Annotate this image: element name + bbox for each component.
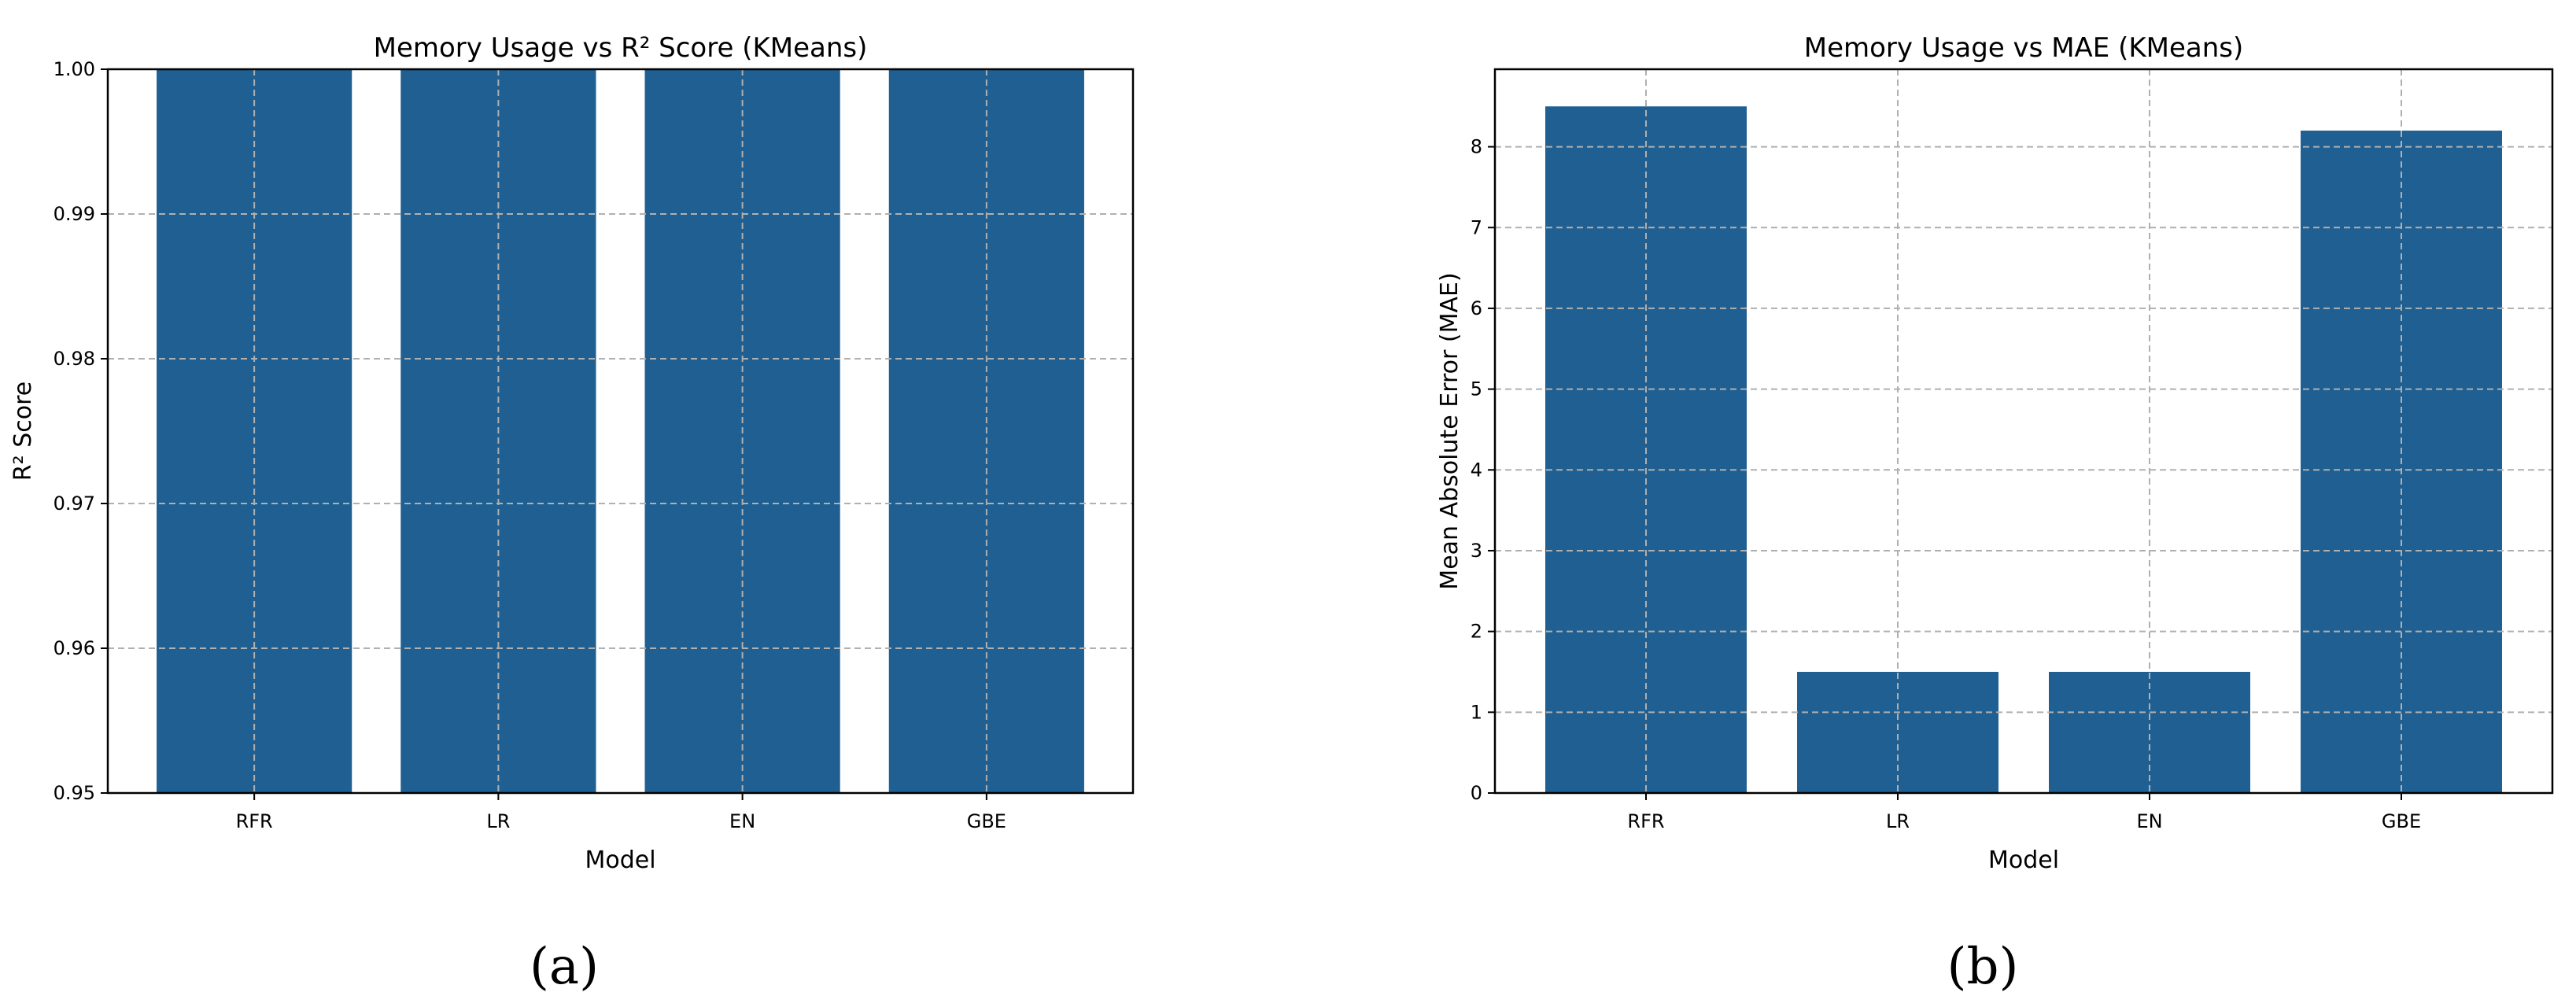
- y-tick-label: 0.96: [54, 637, 95, 659]
- chart-b-x-axis-label: Model: [1988, 847, 2059, 874]
- axes-frame: [106, 68, 1135, 795]
- y-tick-label: 4: [1471, 459, 1482, 481]
- chart-b-y-axis-label: Mean Absolute Error (MAE): [1436, 272, 1463, 589]
- caption-a: (a): [530, 938, 599, 996]
- y-tick-label: 1.00: [54, 58, 95, 80]
- axes-frame: [1493, 68, 2554, 795]
- y-tick-label: 6: [1471, 297, 1482, 319]
- y-tick-label: 8: [1471, 136, 1482, 158]
- y-tick-label: 0.97: [54, 492, 95, 515]
- bars: [157, 69, 1084, 793]
- x-tick-label: RFR: [236, 810, 273, 832]
- chart-mae: Memory Usage vs MAE (KMeans) Model Mean …: [1436, 32, 2554, 874]
- x-tick-label: RFR: [1627, 810, 1664, 832]
- x-tick-label: LR: [486, 810, 510, 832]
- x-tick-label: GBE: [2382, 810, 2421, 832]
- bars: [1545, 106, 2502, 793]
- y-tick-label: 1: [1471, 701, 1482, 723]
- x-tick-label: LR: [1886, 810, 1910, 832]
- x-tick-label: GBE: [967, 810, 1006, 832]
- chart-a-y-axis-label: R² Score: [9, 382, 37, 481]
- y-tick-label: 0.98: [54, 348, 95, 370]
- x-tick-label: EN: [2136, 810, 2162, 832]
- x-tick-label: EN: [729, 810, 755, 832]
- y-tick-label: 2: [1471, 621, 1482, 643]
- y-tick-label: 0: [1471, 782, 1482, 804]
- bar-lr: [1797, 671, 1998, 793]
- y-tick-label: 5: [1471, 378, 1482, 400]
- chart-b-title: Memory Usage vs MAE (KMeans): [1804, 32, 2244, 64]
- chart-r2-score: Memory Usage vs R² Score (KMeans) Model …: [9, 32, 1135, 874]
- y-tick-label: 7: [1471, 216, 1482, 238]
- y-tick-label: 0.95: [54, 782, 95, 804]
- chart-a-x-axis-label: Model: [585, 847, 655, 874]
- chart-a-title: Memory Usage vs R² Score (KMeans): [374, 32, 868, 64]
- caption-b: (b): [1947, 938, 2019, 996]
- y-tick-label: 3: [1471, 540, 1482, 562]
- bar-en: [2049, 671, 2250, 793]
- y-tick-label: 0.99: [54, 203, 95, 225]
